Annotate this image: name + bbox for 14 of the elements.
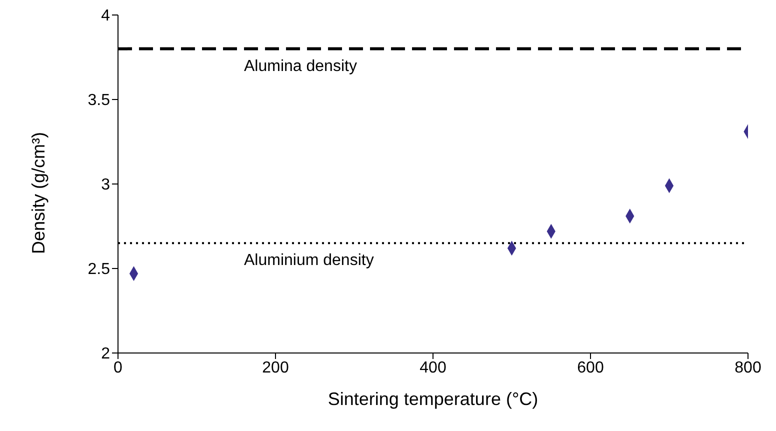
x-axis-title: Sintering temperature (°C) [328,389,538,409]
y-tick-label: 3.5 [88,92,110,110]
ref-line-label: Aluminium density [244,252,374,270]
x-tick-label: 0 [114,359,123,376]
x-tick-label: 800 [734,359,762,376]
x-tick-label: 400 [420,359,446,376]
y-tick-label: 2 [101,346,110,363]
y-axis-title: Density (g/cm³) [28,132,48,254]
y-tick-label: 2.5 [88,261,110,278]
y-tick-label: 3 [101,176,110,194]
ref-line-label: Alumina density [244,58,357,75]
x-tick-label: 200 [262,359,289,376]
y-tick-label: 4 [101,8,110,25]
x-tick-label: 600 [577,359,604,376]
